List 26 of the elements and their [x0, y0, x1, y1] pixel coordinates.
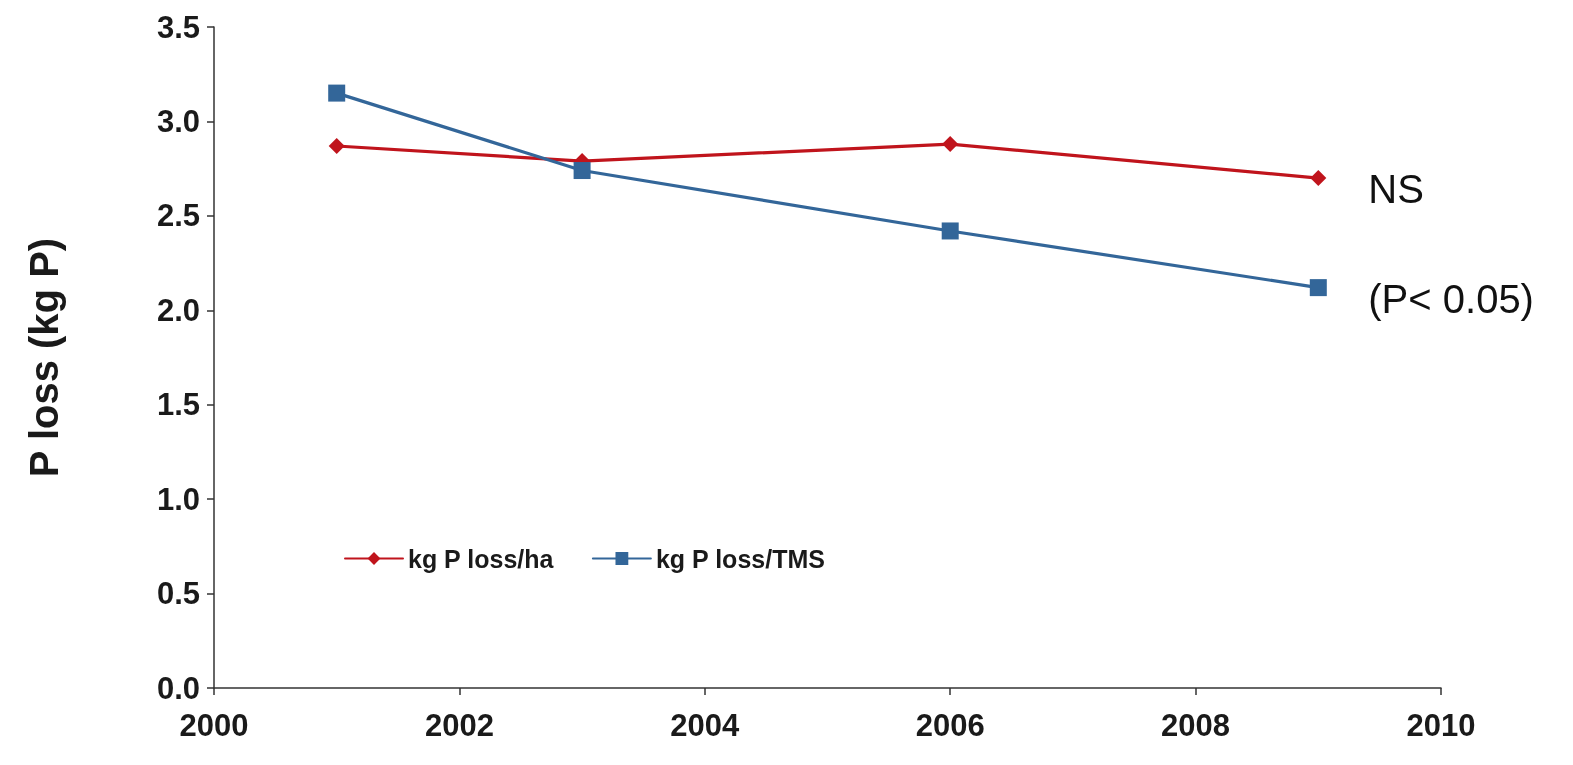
annotation: NS [1368, 167, 1424, 212]
legend-label: kg P loss/TMS [655, 544, 825, 573]
y-axis-title: P loss (kg P) [22, 237, 66, 478]
point [941, 222, 959, 240]
point [573, 162, 591, 180]
y-tick-label: 3.5 [156, 9, 200, 45]
x-tick-label: 2010 [1406, 708, 1476, 743]
x-tick-label: 2000 [179, 708, 249, 743]
legend-label: kg P loss/ha [408, 544, 555, 573]
x-tick-label: 2008 [1161, 708, 1231, 743]
x-tick-label: 2006 [915, 708, 985, 743]
point [328, 137, 345, 154]
x-tick-label: 2004 [670, 708, 741, 743]
y-tick-label: 0.0 [156, 670, 200, 706]
y-tick-label: 1.5 [156, 387, 200, 423]
x-tick-label: 2002 [424, 708, 494, 743]
point [942, 136, 959, 153]
y-tick-label: 1.0 [156, 481, 200, 517]
point [1309, 279, 1327, 297]
point [328, 84, 346, 102]
point [1310, 170, 1327, 187]
y-tick-label: 0.5 [156, 576, 200, 612]
y-tick-label: 2.0 [156, 292, 200, 328]
y-tick-label: 3.0 [156, 103, 200, 139]
annotation: (P< 0.05) [1368, 276, 1534, 321]
y-tick-label: 2.5 [156, 198, 200, 234]
